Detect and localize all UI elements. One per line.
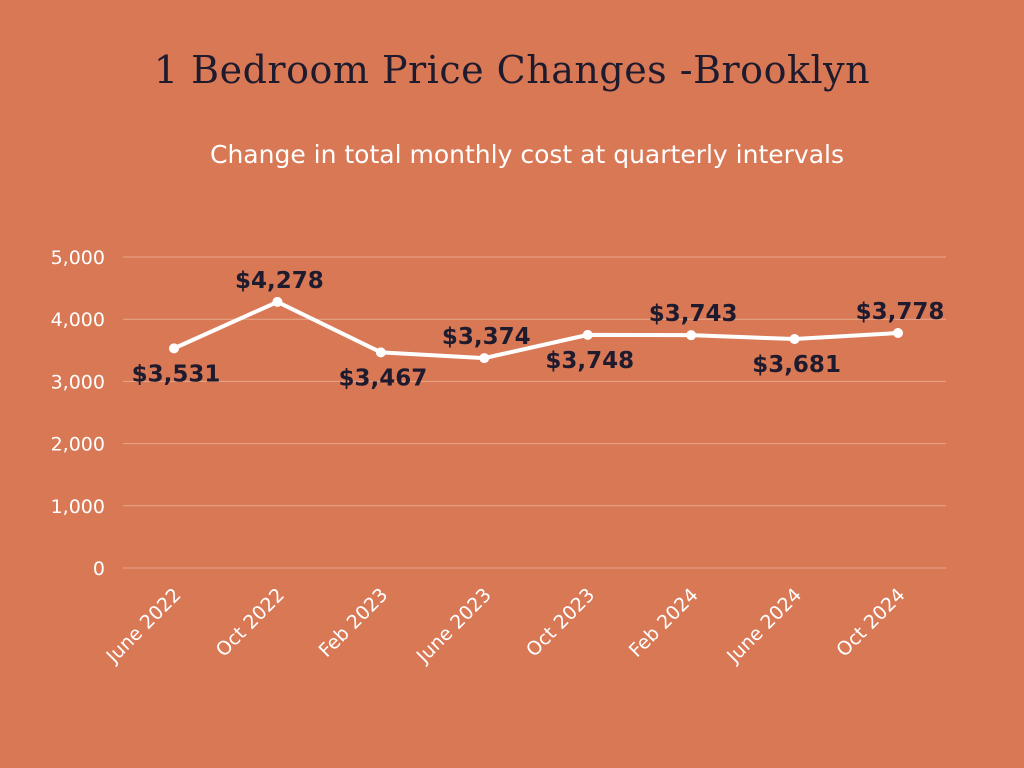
x-tick-label: Feb 2023 (315, 584, 393, 662)
data-labels: $3,531 $4,278 $3,467 $3,374 $3,748 $3,743 $3,6… (132, 268, 945, 391)
data-point (893, 328, 904, 339)
x-tick-label: Oct 2022 (212, 584, 289, 661)
y-tick-label: 4,000 (51, 309, 105, 331)
series-line-layer (172, 299, 901, 361)
data-label: $3,681 (752, 352, 841, 378)
data-label: $3,743 (649, 301, 738, 327)
data-label: $3,531 (132, 361, 221, 387)
x-tick-label: Oct 2023 (522, 584, 599, 661)
data-label: $3,467 (338, 365, 427, 391)
y-tick-label: 1,000 (51, 496, 105, 518)
data-point (479, 353, 490, 364)
data-points (169, 296, 904, 364)
x-tick-label: June 2024 (722, 584, 806, 668)
data-label: $3,778 (856, 299, 945, 325)
data-label: $3,374 (442, 324, 531, 350)
data-point (272, 296, 283, 307)
y-tick-label: 5,000 (51, 247, 105, 269)
y-axis-ticks: 0 1,000 2,000 3,000 4,000 5,000 (51, 247, 105, 580)
chart-subtitle: Change in total monthly cost at quarterl… (209, 140, 845, 169)
y-tick-label: 2,000 (51, 434, 105, 456)
x-tick-label: June 2022 (102, 584, 186, 668)
y-tick-label: 3,000 (51, 371, 105, 393)
data-label: $3,748 (545, 348, 634, 374)
data-point (375, 347, 386, 358)
x-tick-label: Feb 2024 (625, 584, 703, 662)
data-point (582, 329, 593, 340)
data-label: $4,278 (235, 268, 324, 294)
grid-lines (123, 256, 946, 569)
y-tick-label: 0 (93, 558, 105, 580)
data-point (789, 334, 800, 345)
x-tick-label: Oct 2024 (832, 584, 909, 661)
x-tick-label: June 2023 (412, 584, 496, 668)
data-point (169, 343, 179, 354)
series-line (172, 299, 901, 361)
data-point (686, 330, 697, 341)
x-axis-ticks: June 2022 Oct 2022 Feb 2023 June 2023 Oct 20… (102, 584, 910, 668)
chart-title: 1 Bedroom Price Changes -Brooklyn (153, 48, 871, 92)
